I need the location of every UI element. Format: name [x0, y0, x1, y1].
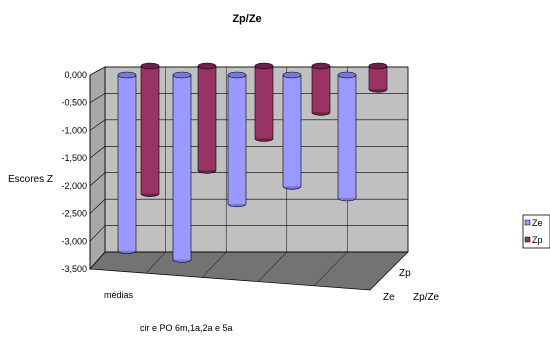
gridline-side [89, 66, 106, 76]
chart-walls [89, 66, 409, 291]
floor [89, 251, 409, 291]
y-tick-label: -0,500 [61, 98, 87, 108]
gridline-side [89, 93, 106, 103]
gridline-side [89, 172, 106, 187]
x-axis-label: cir e PO 6m,1a,2a e 5a [140, 323, 233, 333]
chart-title: Zp/Ze [232, 13, 261, 25]
bar-zp-5 [368, 62, 388, 93]
bar-zp-1 [140, 62, 160, 197]
y-tick-label: -2,000 [61, 181, 87, 191]
depth-axis-label: Zp/Ze [413, 292, 440, 303]
legend: Ze Zp [522, 214, 550, 249]
gridline-side [89, 146, 106, 159]
x-tick-label: médias [104, 290, 134, 300]
floor-divider [257, 251, 287, 282]
bar-zp-4 [311, 62, 331, 116]
bar-zp-3 [254, 62, 274, 142]
y-tick-label: -3,000 [61, 236, 87, 246]
gridline-side [89, 119, 106, 131]
bar-ze-5 [337, 71, 357, 202]
legend-label-ze: Ze [532, 218, 543, 228]
legend-swatch-ze [524, 219, 531, 226]
legend-swatch-zp [524, 236, 531, 243]
y-tick-label: -1,500 [61, 153, 87, 163]
gridline-side [89, 198, 106, 214]
bar-zp-2 [197, 62, 217, 174]
legend-label-zp: Zp [532, 235, 543, 245]
depth-tick-label-ze: Ze [383, 292, 395, 303]
floor-divider [201, 251, 227, 278]
gridline-side [89, 225, 106, 242]
bar-ze-2 [172, 71, 192, 263]
gridline-side [89, 251, 106, 270]
y-tick-label: -2,500 [61, 209, 87, 219]
y-axis-label: Escores Z [8, 174, 53, 185]
y-tick-label: -3,500 [61, 264, 87, 274]
bar-ze-3 [227, 71, 247, 208]
chart-bars [117, 62, 388, 263]
bar-ze-1 [117, 71, 137, 255]
floor-divider [313, 251, 348, 286]
bar-ze-4 [282, 71, 302, 190]
y-tick-label: 0,000 [64, 70, 87, 80]
chart-labels: 0,000 -0,500 -1,000 -1,500 -2,000 -2,500 -3,00… [61, 70, 411, 303]
y-tick-label: -1,000 [61, 125, 87, 135]
depth-tick-label-zp: Zp [399, 268, 411, 279]
floor-divider [145, 251, 166, 274]
